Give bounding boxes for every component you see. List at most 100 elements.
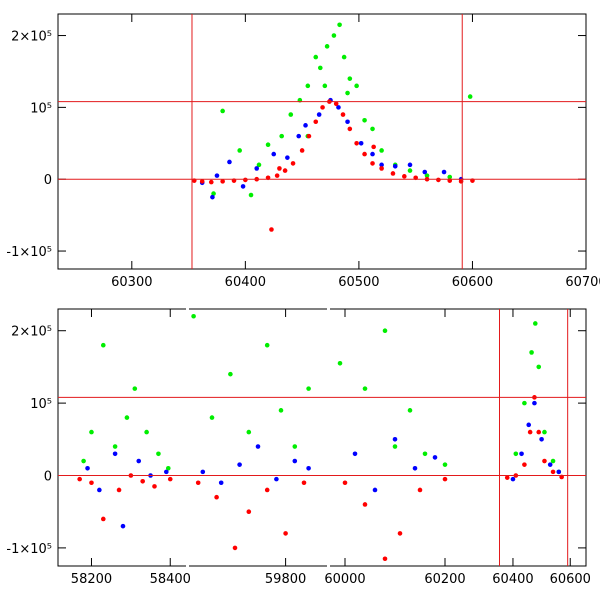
data-point — [277, 166, 282, 171]
data-point — [539, 437, 544, 442]
data-point — [305, 83, 311, 89]
data-point — [407, 408, 413, 413]
data-point — [77, 476, 82, 482]
data-point — [274, 476, 279, 482]
data-point — [208, 179, 214, 185]
data-point — [264, 487, 270, 493]
data-point — [313, 54, 319, 60]
x-tick-label: 59800 — [265, 572, 306, 587]
data-point — [379, 148, 384, 153]
panel-top-scatter: -1×10⁵ 0 10⁵ 2×10⁵ 60300 60400 60500 60600 60700 — [6, 13, 600, 290]
data-point — [243, 177, 248, 183]
data-point — [342, 480, 348, 486]
data-point — [441, 169, 447, 175]
data-point — [337, 360, 343, 366]
data-point — [306, 133, 312, 139]
data-point — [301, 480, 307, 486]
plot-frame — [57, 13, 587, 270]
data-point — [320, 105, 325, 110]
data-point — [210, 194, 215, 200]
data-point — [370, 126, 375, 132]
data-point — [519, 451, 524, 457]
data-point — [89, 429, 94, 435]
data-point — [316, 112, 322, 117]
data-point — [382, 556, 388, 562]
data-point — [362, 386, 368, 391]
data-point — [112, 451, 118, 457]
data-point — [81, 458, 86, 464]
data-point — [522, 400, 527, 406]
data-point — [322, 83, 328, 89]
x-tick-label: 60200 — [424, 572, 465, 587]
data-point — [303, 123, 308, 128]
data-point — [214, 494, 219, 500]
data-point — [209, 415, 215, 420]
y-tick-label: 10⁵ — [30, 101, 52, 116]
data-point — [432, 455, 438, 460]
data-point — [533, 321, 538, 326]
data-point — [165, 465, 171, 471]
data-point — [271, 151, 277, 157]
data-point — [370, 161, 375, 166]
data-point — [283, 531, 288, 536]
data-point — [285, 155, 290, 160]
data-point — [100, 342, 106, 348]
data-point — [132, 386, 138, 391]
y-tick-label: 2×10⁵ — [11, 325, 52, 340]
data-point — [402, 174, 407, 179]
data-point — [422, 169, 428, 175]
data-point — [362, 118, 367, 123]
axis-break-gap — [186, 308, 189, 567]
x-tick-label: 60400 — [225, 275, 266, 290]
data-point — [390, 171, 396, 176]
axis-break-gap — [327, 308, 330, 567]
y-tick-label: 0 — [44, 173, 52, 188]
data-point — [358, 140, 364, 146]
data-point — [536, 429, 542, 435]
data-point — [442, 476, 448, 482]
data-point — [140, 478, 145, 484]
data-point — [156, 451, 161, 457]
data-point — [120, 523, 126, 529]
data-point — [144, 429, 149, 435]
data-point — [513, 451, 519, 457]
data-point — [536, 364, 542, 370]
data-point — [550, 469, 556, 475]
data-point — [529, 350, 534, 355]
data-point — [324, 44, 330, 49]
data-point — [371, 144, 376, 150]
data-point — [85, 465, 90, 471]
data-point — [220, 179, 225, 184]
data-point — [248, 192, 254, 198]
data-point — [436, 177, 441, 183]
data-point — [345, 90, 350, 96]
data-point — [124, 415, 130, 420]
data-point — [504, 475, 510, 480]
data-point — [467, 94, 473, 99]
data-point — [228, 371, 233, 377]
data-point — [337, 22, 342, 28]
data-point — [237, 462, 242, 467]
data-point — [299, 148, 305, 153]
x-tick-label: 60600 — [452, 275, 493, 290]
data-point — [354, 140, 359, 146]
data-point — [532, 400, 537, 406]
data-point — [220, 108, 225, 114]
data-point — [218, 480, 224, 486]
y-tick-label: 2×10⁵ — [11, 30, 52, 45]
x-tick-label: 60400 — [492, 572, 533, 587]
data-point — [256, 162, 262, 168]
data-point — [227, 159, 232, 165]
data-point — [240, 184, 246, 189]
data-point — [407, 168, 413, 173]
data-point — [407, 162, 413, 168]
data-point — [112, 444, 118, 449]
y-tick-label: 0 — [44, 470, 52, 485]
x-tick-label: 60000 — [324, 572, 365, 587]
data-point — [382, 328, 388, 334]
data-point — [152, 484, 157, 489]
data-point — [191, 313, 196, 319]
data-point — [547, 462, 553, 467]
data-point — [279, 133, 284, 139]
